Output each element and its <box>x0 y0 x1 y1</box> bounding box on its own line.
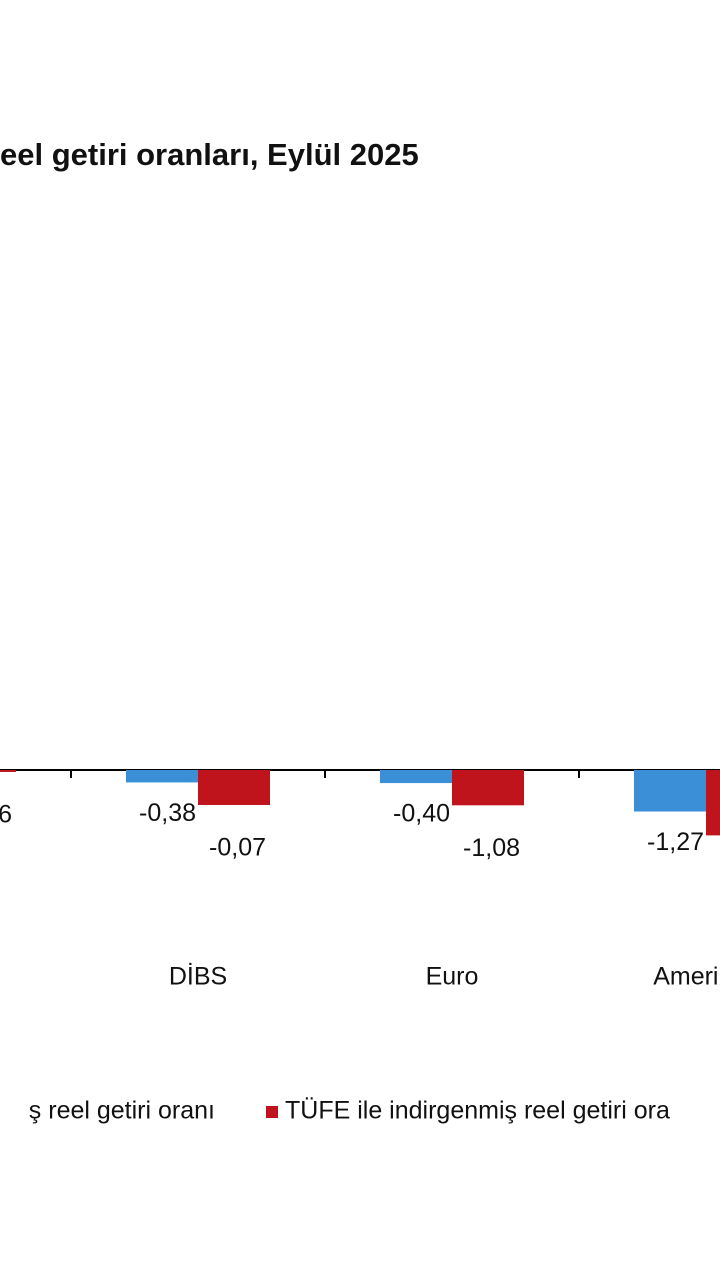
bar <box>634 770 706 812</box>
value-label: -0,40 <box>393 800 450 828</box>
bar <box>452 770 524 806</box>
x-tick-label: Euro <box>426 963 479 991</box>
x-tick-label: Amerikan <box>653 963 720 991</box>
bar <box>198 770 270 805</box>
value-label: -1,27 <box>647 828 704 856</box>
legend-swatch <box>266 1106 278 1118</box>
bar <box>380 770 452 784</box>
value-label: -0,38 <box>139 799 196 827</box>
value-label: -1,08 <box>463 834 520 862</box>
x-tick-label: DİBS <box>169 962 227 991</box>
bar <box>126 770 198 783</box>
legend-label: ş reel getiri oranı <box>29 1097 215 1125</box>
chart-title: eel getiri oranları, Eylül 2025 <box>0 137 419 172</box>
value-label: -0,07 <box>209 834 266 862</box>
value-label: 6 <box>0 801 12 829</box>
bar <box>0 770 16 772</box>
bar <box>706 770 720 836</box>
legend-label: TÜFE ile indirgenmiş reel getiri ora <box>285 1097 670 1125</box>
